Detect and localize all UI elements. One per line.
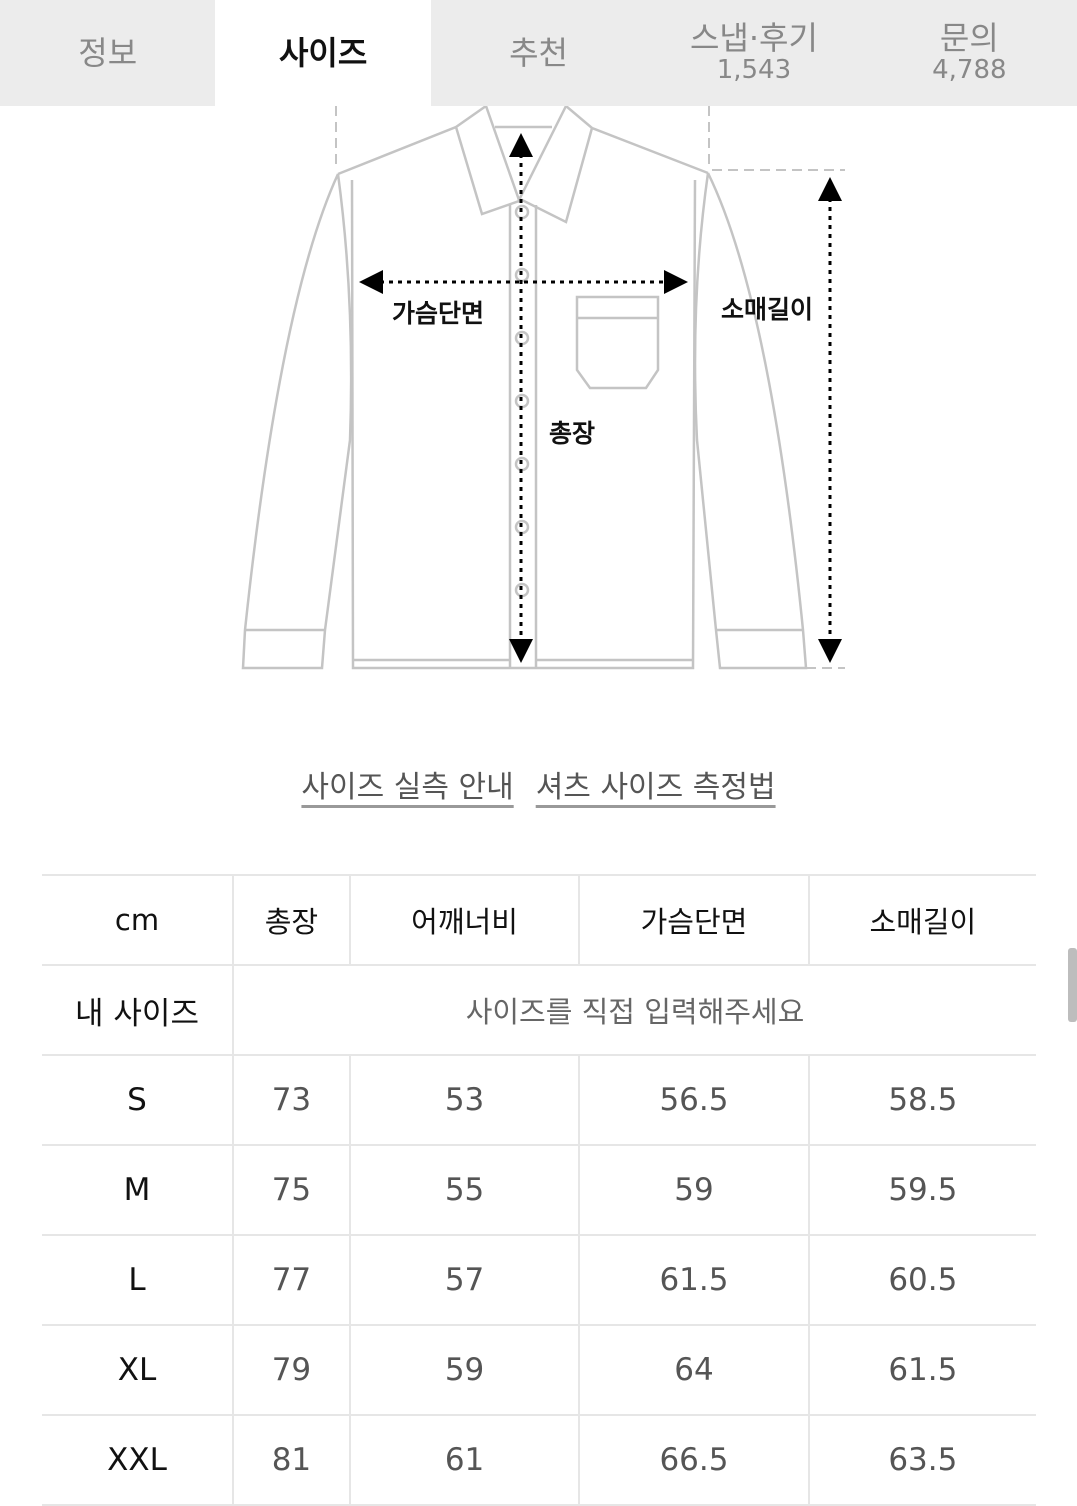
shirt-outline (337, 106, 709, 176)
table-row: M 75 55 59 59.5 (42, 1144, 1036, 1236)
my-size-row[interactable]: 내 사이즈 사이즈를 직접 입력해주세요 (42, 964, 1036, 1056)
tab-count: 4,788 (932, 55, 1007, 86)
table-header-row: cm 총장 어깨너비 가슴단면 소매길이 (42, 874, 1036, 966)
measurement-cell: 60.5 (807, 1234, 1036, 1326)
size-label-cell: L (42, 1234, 233, 1326)
sleeve-label: 소매길이 (721, 295, 813, 324)
size-label-cell: XL (42, 1324, 233, 1416)
measurement-cell: 57 (348, 1234, 580, 1326)
tab-label: 문의 (939, 18, 999, 57)
measurement-cell: 75 (232, 1144, 350, 1236)
table-row: XL 79 59 64 61.5 (42, 1324, 1036, 1416)
shirt-measure-link[interactable]: 셔츠 사이즈 측정법 (535, 770, 776, 805)
chest-label: 가슴단면 (392, 299, 484, 328)
measurement-cell: 81 (232, 1414, 350, 1506)
tab-label: 스냅·후기 (689, 18, 818, 57)
table-row: XXL 81 61 66.5 63.5 (42, 1414, 1036, 1506)
tab-bar: 정보 사이즈 추천 스냅·후기 1,543 문의 4,788 (0, 0, 1077, 106)
header-cell: cm (42, 874, 233, 966)
header-cell: 총장 (232, 874, 350, 966)
header-cell: 소매길이 (807, 874, 1036, 966)
measurement-cell: 66.5 (578, 1414, 809, 1506)
size-table: cm 총장 어깨너비 가슴단면 소매길이 내 사이즈 사이즈를 직접 입력해주세… (42, 874, 1036, 1506)
table-row: L 77 57 61.5 60.5 (42, 1234, 1036, 1326)
size-label-cell: XXL (42, 1414, 233, 1506)
tab-snap-review[interactable]: 스냅·후기 1,543 (646, 0, 861, 106)
measurement-cell: 63.5 (807, 1414, 1036, 1506)
tab-size[interactable]: 사이즈 (215, 0, 431, 106)
header-cell: 어깨너비 (348, 874, 580, 966)
length-label: 총장 (549, 419, 595, 448)
measurement-cell: 59.5 (807, 1144, 1036, 1236)
size-guide-link[interactable]: 사이즈 실측 안내 (301, 770, 514, 805)
measurement-cell: 55 (348, 1144, 580, 1236)
tab-inquiry[interactable]: 문의 4,788 (862, 0, 1077, 106)
tab-info[interactable]: 정보 (0, 0, 215, 106)
measurement-cell: 61 (348, 1414, 580, 1506)
tab-label: 추천 (509, 33, 568, 72)
size-links: 사이즈 실측 안내 셔츠 사이즈 측정법 (0, 762, 1077, 806)
measurement-cell: 64 (578, 1324, 809, 1416)
my-size-input-prompt[interactable]: 사이즈를 직접 입력해주세요 (232, 964, 1036, 1056)
measurement-cell: 58.5 (807, 1054, 1036, 1146)
shirt-size-diagram: 가슴단면 총장 소매길이 (241, 106, 845, 670)
measurement-cell: 53 (348, 1054, 580, 1146)
tab-count: 1,543 (716, 55, 792, 86)
measurement-cell: 59 (348, 1324, 580, 1416)
measurement-cell: 61.5 (578, 1234, 809, 1326)
guide-lines (335, 106, 845, 669)
my-size-label: 내 사이즈 (42, 964, 233, 1056)
tab-label: 사이즈 (278, 33, 368, 72)
measurement-cell: 56.5 (578, 1054, 809, 1146)
measurement-cell: 73 (232, 1054, 350, 1146)
pocket (575, 295, 660, 390)
size-label-cell: M (42, 1144, 233, 1236)
measurement-cell: 79 (232, 1324, 350, 1416)
header-cell: 가슴단면 (578, 874, 809, 966)
size-label-cell: S (42, 1054, 233, 1146)
measurement-cell: 61.5 (807, 1324, 1036, 1416)
measurement-cell: 59 (578, 1144, 809, 1236)
tab-recommend[interactable]: 추천 (431, 0, 646, 106)
scrollbar[interactable] (1068, 948, 1077, 1022)
tab-label: 정보 (78, 33, 138, 72)
table-row: S 73 53 56.5 58.5 (42, 1054, 1036, 1146)
measurement-cell: 77 (232, 1234, 350, 1326)
